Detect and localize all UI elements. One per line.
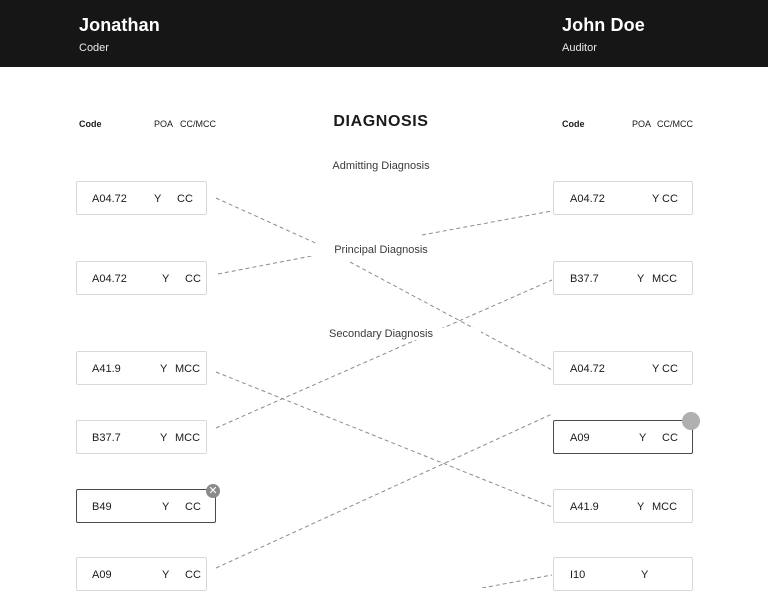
auditor-diagnosis-card[interactable]: A04.72 Y CC <box>553 351 693 385</box>
close-circle-icon[interactable]: ✕ <box>206 484 220 498</box>
auditor-diagnosis-card[interactable]: A41.9 Y MCC <box>553 489 693 523</box>
admitting-diagnosis-label: Admitting Diagnosis <box>281 160 481 172</box>
right-poa-header: POA <box>632 119 652 129</box>
coder-diagnosis-card[interactable]: A09 Y CC <box>76 557 207 591</box>
right-ccmcc-header: CC/MCC <box>657 119 693 129</box>
coder-diagnosis-card[interactable]: A04.72 Y CC <box>76 181 207 215</box>
card-poa: Y <box>639 432 647 444</box>
card-cc: CC <box>662 363 678 375</box>
card-poa: Y <box>652 193 660 205</box>
card-code: A04.72 <box>570 193 605 205</box>
card-code: A09 <box>570 432 590 444</box>
card-poa: Y <box>162 273 170 285</box>
auditor-diagnosis-card[interactable]: B37.7 Y MCC <box>553 261 693 295</box>
coder-diagnosis-card[interactable]: B37.7 Y MCC <box>76 420 207 454</box>
card-poa: Y <box>641 569 649 581</box>
drag-handle-icon[interactable] <box>682 412 700 430</box>
card-code: B37.7 <box>92 432 121 444</box>
coder-diagnosis-card[interactable]: B49 Y CC <box>76 489 216 523</box>
auditor-diagnosis-card[interactable]: I10 Y <box>553 557 693 591</box>
card-cc: CC <box>662 193 678 205</box>
connector-line <box>215 279 553 429</box>
card-cc: CC <box>185 273 201 285</box>
card-cc: MCC <box>175 363 201 375</box>
connector-line <box>421 210 553 236</box>
card-poa: Y <box>162 569 170 581</box>
card-code: A04.72 <box>92 273 127 285</box>
auditor-diagnosis-card[interactable]: A09 Y CC <box>553 420 693 454</box>
card-code: B49 <box>92 501 112 513</box>
page-title: DIAGNOSIS <box>333 113 429 130</box>
card-code: B37.7 <box>570 273 599 285</box>
connector-line <box>349 261 553 371</box>
coder-user: Jonathan Coder <box>79 15 160 54</box>
card-cc: CC <box>185 569 201 581</box>
card-cc: CC <box>185 501 201 513</box>
card-poa: Y <box>160 363 168 375</box>
card-code: I10 <box>570 569 586 581</box>
card-poa: Y <box>637 501 645 513</box>
coder-name: Jonathan <box>79 15 160 35</box>
left-poa-header: POA <box>154 119 174 129</box>
card-code: A09 <box>92 569 112 581</box>
connector-line <box>481 574 553 588</box>
card-code: A41.9 <box>570 501 599 513</box>
connector-line <box>215 371 553 508</box>
card-poa: Y <box>652 363 660 375</box>
card-cc: MCC <box>175 432 201 444</box>
coder-role: Coder <box>79 42 109 54</box>
left-code-header: Code <box>79 119 102 129</box>
card-code: A04.72 <box>570 363 605 375</box>
card-cc: CC <box>662 432 678 444</box>
auditor-role: Auditor <box>562 42 597 54</box>
top-bar: Jonathan Coder John Doe Auditor <box>0 0 768 67</box>
coder-diagnosis-card[interactable]: A41.9 Y MCC <box>76 351 207 385</box>
secondary-diagnosis-label: Secondary Diagnosis <box>281 328 481 340</box>
coder-diagnosis-card[interactable]: A04.72 Y CC <box>76 261 207 295</box>
connector-line <box>215 413 553 569</box>
principal-diagnosis-label: Principal Diagnosis <box>281 244 481 256</box>
connector-line <box>215 197 323 247</box>
card-cc: MCC <box>652 273 678 285</box>
auditor-diagnosis-card[interactable]: A04.72 Y CC <box>553 181 693 215</box>
card-poa: Y <box>154 193 162 205</box>
card-code: A04.72 <box>92 193 127 205</box>
card-poa: Y <box>637 273 645 285</box>
left-ccmcc-header: CC/MCC <box>180 119 216 129</box>
card-poa: Y <box>160 432 168 444</box>
auditor-user: John Doe Auditor <box>562 15 645 54</box>
card-cc: CC <box>177 193 193 205</box>
card-cc: MCC <box>652 501 678 513</box>
card-code: A41.9 <box>92 363 121 375</box>
right-code-header: Code <box>562 119 585 129</box>
auditor-name: John Doe <box>562 15 645 35</box>
card-poa: Y <box>162 501 170 513</box>
connector-line <box>217 253 323 275</box>
